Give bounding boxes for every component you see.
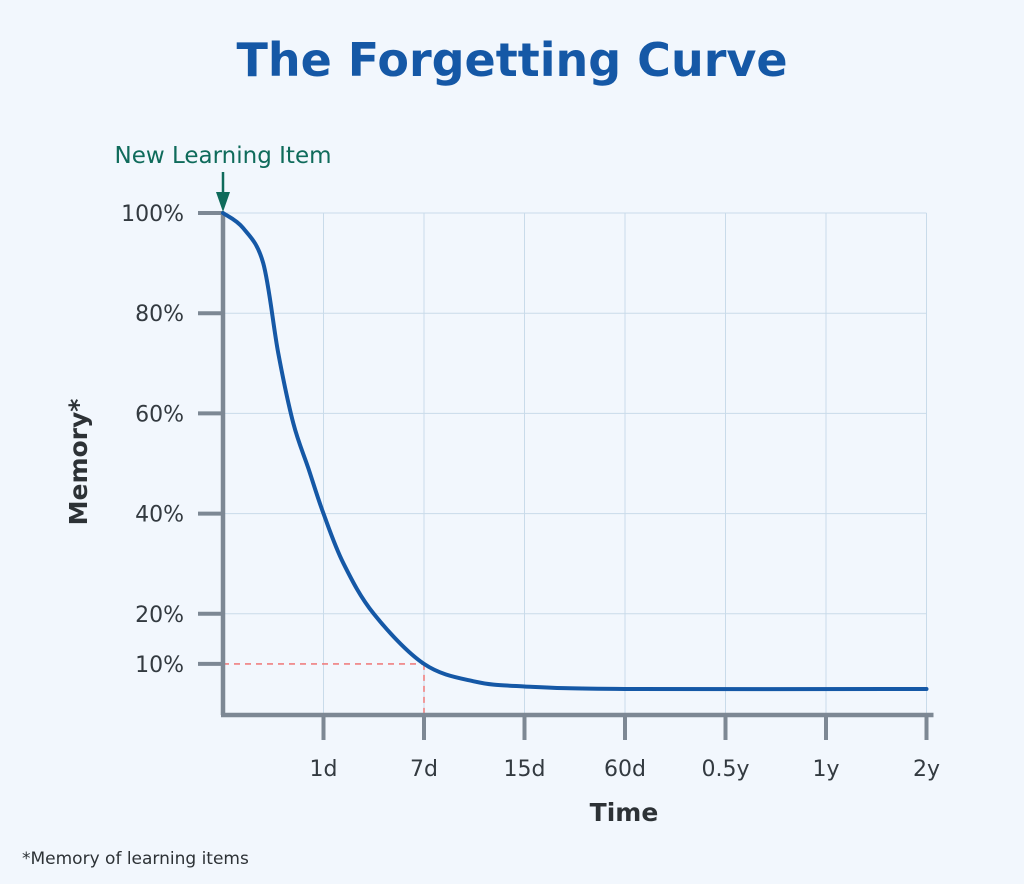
x-tick-label: 7d — [410, 757, 438, 782]
tick-labels: 100% 80% 60% 40% 20% 10% 1d 7d 15d 60d 0.5y 1y 2y — [121, 202, 940, 782]
arrow-down-icon — [216, 192, 230, 212]
x-tick-label: 1d — [310, 757, 338, 782]
x-tick-label: 1y — [812, 757, 839, 782]
y-tick-label: 10% — [135, 653, 184, 678]
x-tick-label: 2y — [913, 757, 940, 782]
chart-title: The Forgetting Curve — [236, 33, 787, 87]
grid — [223, 212, 927, 715]
forgetting-curve-line — [221, 211, 929, 692]
y-tick-label: 60% — [135, 402, 184, 427]
y-axis-label: Memory* — [64, 399, 93, 526]
axes — [198, 211, 934, 740]
highlight-guides — [223, 663, 425, 715]
footnote: *Memory of learning items — [22, 849, 249, 869]
y-tick-label: 20% — [135, 603, 184, 628]
x-tick-label: 60d — [604, 757, 646, 782]
y-tick-label: 100% — [121, 202, 184, 227]
y-tick-label: 40% — [135, 503, 184, 528]
x-tick-label: 0.5y — [701, 757, 749, 782]
x-tick-label: 15d — [504, 757, 546, 782]
y-tick-label: 80% — [135, 302, 184, 327]
new-learning-item-arrow — [216, 172, 230, 212]
x-axis-label: Time — [590, 798, 659, 827]
series-layer — [221, 211, 929, 692]
new-learning-item-label: New Learning Item — [115, 143, 332, 169]
